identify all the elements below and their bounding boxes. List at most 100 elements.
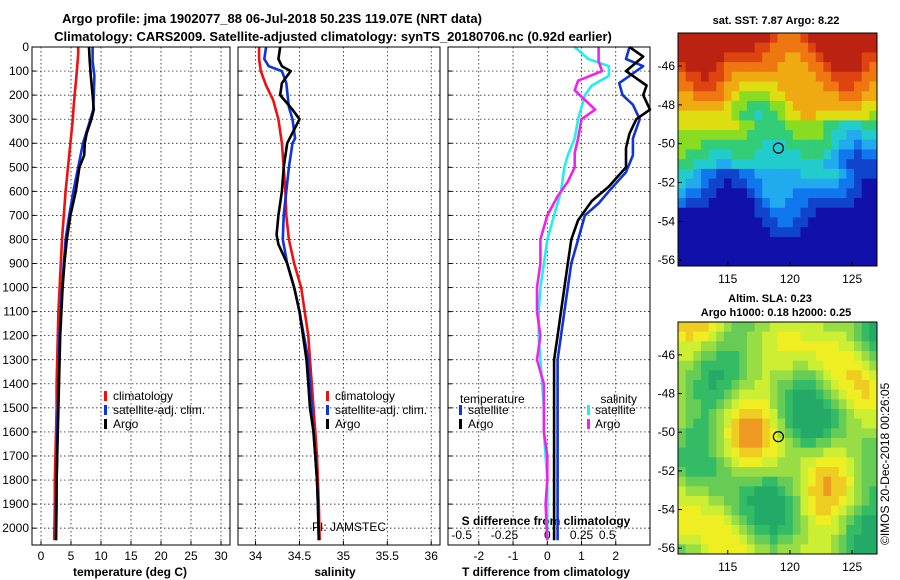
map-cell (723, 331, 733, 342)
map-cell (716, 246, 725, 257)
map-cell (762, 139, 771, 150)
map-cell (846, 341, 855, 352)
map-x-tick-label: 115 (718, 560, 737, 574)
map-cell (831, 33, 840, 44)
map-cell (746, 447, 756, 458)
map-cell (854, 139, 863, 150)
map-cell (685, 428, 694, 439)
map-cell (861, 322, 870, 333)
map-cell (769, 159, 778, 170)
map-cell (739, 399, 748, 410)
map-cell (731, 227, 740, 238)
map-cell (693, 496, 702, 507)
map-cell (754, 534, 763, 545)
map-cell (754, 351, 763, 362)
map-cell (769, 33, 778, 44)
map-cell (800, 476, 809, 487)
map-cell (693, 159, 702, 170)
map-cell (869, 447, 878, 458)
map-cell (823, 110, 832, 121)
map-cell (693, 351, 702, 362)
map-cell (831, 246, 840, 257)
map-cell (693, 207, 702, 218)
map-cell (739, 341, 748, 352)
map-cell (854, 227, 863, 238)
map-cell (861, 428, 870, 439)
map-cell (785, 198, 794, 209)
map-cell (685, 399, 694, 410)
map-cell (800, 457, 809, 468)
map-cell (815, 71, 824, 83)
map-cell (739, 149, 748, 160)
map-cell (700, 62, 710, 73)
map-cell (762, 188, 771, 199)
map-cell (739, 447, 748, 458)
map-cell (838, 544, 847, 555)
top-tick-label: -0.5 (451, 528, 472, 542)
map-cell (838, 62, 847, 73)
argo-position-marker (772, 142, 784, 154)
map-cell (808, 341, 817, 352)
map-cell (762, 256, 771, 267)
map-cell (869, 505, 878, 516)
map-cell (739, 110, 748, 121)
map-cell (769, 110, 778, 121)
map-cell (846, 505, 855, 516)
map-cell (815, 515, 824, 526)
map-cell (800, 188, 809, 199)
map-cell (754, 236, 763, 248)
map-cell (823, 331, 832, 342)
map-cell (693, 505, 702, 516)
map-cell (869, 227, 878, 238)
map-cell (823, 428, 832, 439)
map-cell (792, 351, 801, 362)
map-cell (846, 236, 855, 248)
map-cell (731, 428, 740, 439)
map-cell (678, 351, 687, 362)
map-cell (754, 198, 763, 209)
map-cell (762, 168, 771, 180)
map-cell (846, 188, 855, 199)
map-cell (685, 525, 694, 536)
map-cell (861, 236, 870, 248)
map-cell (792, 198, 801, 209)
map-cell (792, 246, 801, 257)
map-cell (723, 322, 733, 333)
map-cell (723, 198, 733, 209)
map-x-tick-label: 125 (842, 272, 862, 286)
map-cell (700, 149, 710, 160)
map-cell (808, 447, 817, 458)
map-cell (678, 130, 687, 141)
map-cell (846, 42, 855, 53)
map-cell (777, 246, 786, 257)
map-cell (823, 447, 832, 458)
map-cell (678, 486, 687, 497)
map-cell (808, 100, 817, 112)
map-cell (762, 81, 771, 92)
map-cell (777, 447, 786, 458)
map-y-tick-label: -56 (658, 253, 676, 267)
map-cell (861, 447, 870, 458)
map-cell (808, 496, 817, 507)
x-tick-label: 2 (612, 549, 619, 563)
map-cell (869, 130, 878, 141)
map-cell (678, 515, 687, 526)
map-cell (746, 370, 756, 381)
map-cell (792, 139, 801, 150)
map-cell (815, 457, 824, 468)
map-cell (700, 525, 710, 536)
map-cell (739, 168, 748, 180)
map-cell (700, 139, 710, 150)
map-cell (800, 139, 809, 150)
map-cell (746, 33, 756, 44)
map-cell (823, 399, 832, 410)
map-cell (769, 525, 778, 536)
x-tick-label: 0 (38, 549, 45, 563)
map-cell (815, 351, 824, 362)
map-cell (723, 399, 733, 410)
map-cell (777, 110, 786, 121)
map-cell (846, 370, 855, 381)
map-cell (831, 399, 840, 410)
map-cell (731, 409, 740, 420)
legend-swatch (459, 419, 462, 429)
